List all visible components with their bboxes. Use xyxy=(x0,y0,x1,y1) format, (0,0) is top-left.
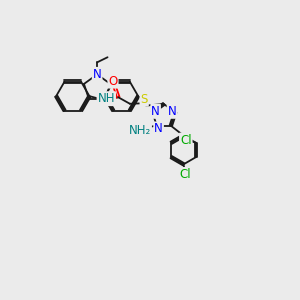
Text: NH₂: NH₂ xyxy=(129,124,151,137)
Text: Cl: Cl xyxy=(179,168,191,181)
Text: N: N xyxy=(93,68,101,81)
Text: NH: NH xyxy=(98,92,115,105)
Text: Cl: Cl xyxy=(180,134,192,146)
Text: N: N xyxy=(151,105,160,118)
Text: O: O xyxy=(108,75,118,88)
Text: S: S xyxy=(140,93,148,106)
Text: N: N xyxy=(154,122,163,135)
Text: N: N xyxy=(168,105,176,118)
